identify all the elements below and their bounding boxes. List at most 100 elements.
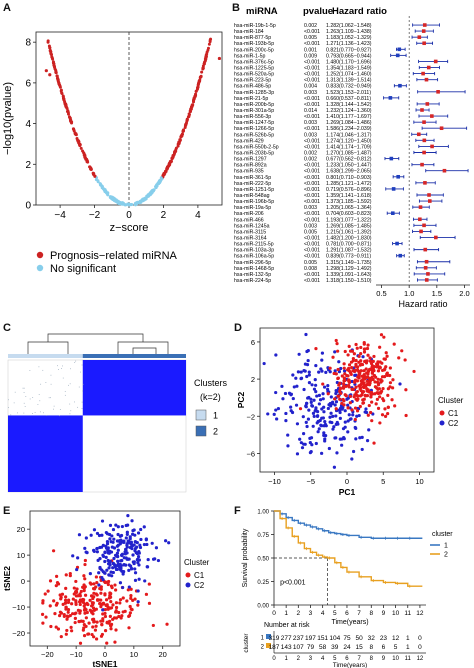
- c2-point: [124, 547, 128, 551]
- significant-point: [197, 81, 201, 85]
- c2-point: [136, 589, 140, 593]
- c2-point: [122, 562, 126, 567]
- row-hr: 1.313(1.139−1.514): [326, 78, 372, 84]
- heatmap-noise: [75, 360, 77, 362]
- c2-point: [320, 369, 324, 373]
- c1-point: [362, 347, 366, 351]
- row-pvalue: <0.001: [304, 59, 320, 65]
- c2-point: [137, 550, 141, 554]
- c1-point: [65, 628, 69, 633]
- c1-point: [56, 627, 61, 631]
- significant-point: [65, 106, 69, 110]
- c1-point: [127, 614, 131, 619]
- c1-point: [352, 369, 357, 373]
- c2-point: [167, 541, 171, 545]
- row-mirna: hsa-miR-200c-5p: [234, 47, 274, 53]
- c2-point: [150, 541, 154, 545]
- c1-point: [358, 404, 362, 409]
- c2-point: [314, 383, 318, 387]
- c1-point: [393, 404, 397, 408]
- c2-point: [284, 419, 288, 423]
- c2-point: [305, 374, 309, 379]
- c1-point: [363, 359, 367, 364]
- c2-point: [313, 378, 317, 382]
- c2-point: [314, 441, 318, 446]
- y-tick-label: 0.75: [257, 533, 269, 539]
- c2-point: [274, 408, 278, 412]
- row-hr: 1.410(1.177−1.697): [326, 114, 372, 120]
- row-mirna: hsa-miR-1285-3p: [234, 90, 274, 96]
- heatmap-noise: [69, 383, 71, 385]
- c1-point: [83, 593, 88, 597]
- c2-point: [322, 385, 327, 389]
- hr-point: [388, 96, 393, 100]
- c1-point: [92, 635, 96, 639]
- c1-point: [404, 388, 408, 392]
- significant-point: [168, 163, 172, 167]
- c2-point: [300, 446, 305, 450]
- hr-point: [391, 187, 396, 191]
- c1-point: [375, 362, 379, 366]
- c2-point: [346, 419, 350, 423]
- hr-point: [422, 41, 426, 46]
- legend-label: C1: [448, 409, 459, 418]
- row-pvalue: 0.009: [304, 53, 317, 59]
- row-pvalue: <0.001: [304, 211, 320, 217]
- c1-point: [360, 390, 365, 395]
- heatmap-noise: [23, 412, 25, 414]
- nonsignificant-point: [158, 179, 162, 183]
- c1-point: [103, 593, 107, 597]
- significant-point: [46, 40, 50, 44]
- row-pvalue: <0.001: [304, 96, 320, 102]
- c2-point: [338, 407, 343, 411]
- c2-point: [343, 409, 347, 413]
- c1-point: [95, 598, 100, 602]
- c1-point: [404, 413, 408, 418]
- c1-point: [113, 583, 117, 587]
- x-tick-label: 0: [103, 650, 107, 659]
- row-hr: 1.523(1.153−2.011): [326, 90, 371, 96]
- c1-point: [129, 594, 133, 598]
- c2-point: [128, 545, 132, 550]
- c1-point: [108, 614, 112, 618]
- c2-point: [133, 567, 137, 571]
- c1-point: [373, 380, 377, 384]
- row-pvalue: <0.001: [304, 175, 320, 181]
- consensus-block-top-right: [82, 360, 186, 416]
- c2-point: [361, 355, 365, 359]
- c1-point: [83, 562, 87, 567]
- tsne-scatter: −20 −10 0 10 20 −20 −10 0 10 20 tSNE1 tSNE2 Cluster C…: [2, 510, 210, 668]
- row-pvalue: 0.005: [304, 229, 317, 235]
- c2-point: [139, 537, 143, 542]
- significant-point: [83, 155, 87, 159]
- c2-point: [337, 360, 341, 364]
- significant-point: [176, 142, 180, 146]
- significant-point: [201, 66, 205, 70]
- c2-point: [307, 373, 311, 377]
- nonsignificant-point: [129, 203, 133, 207]
- c1-point: [70, 629, 74, 633]
- row-mirna: hsa-miR-550b-2-5p: [234, 144, 279, 150]
- c1-point: [384, 351, 388, 355]
- c2-point: [320, 351, 325, 355]
- c1-point: [95, 620, 99, 624]
- c2-point: [326, 387, 330, 391]
- row-hr: 1.263(1.109−1.438): [326, 29, 372, 35]
- c1-point: [359, 382, 364, 386]
- heatmap-noise: [50, 397, 51, 399]
- x-tick-label: 10: [130, 650, 138, 659]
- c2-point: [139, 527, 143, 532]
- y-tick-label: 0: [21, 577, 25, 586]
- heatmap-noise: [43, 412, 44, 414]
- row-pvalue: <0.001: [304, 193, 320, 199]
- c1-point: [371, 367, 376, 371]
- c1-point: [355, 409, 360, 413]
- legend-label: Prognosis−related miRNA: [50, 250, 178, 262]
- row-mirna: hsa-miR-301a-5p: [234, 108, 274, 114]
- hr-point: [430, 144, 434, 149]
- significant-point: [72, 127, 76, 131]
- row-mirna: hsa-miR-429: [234, 138, 264, 144]
- hr-point: [398, 253, 403, 258]
- c2-point: [294, 403, 299, 407]
- c1-point: [338, 381, 342, 385]
